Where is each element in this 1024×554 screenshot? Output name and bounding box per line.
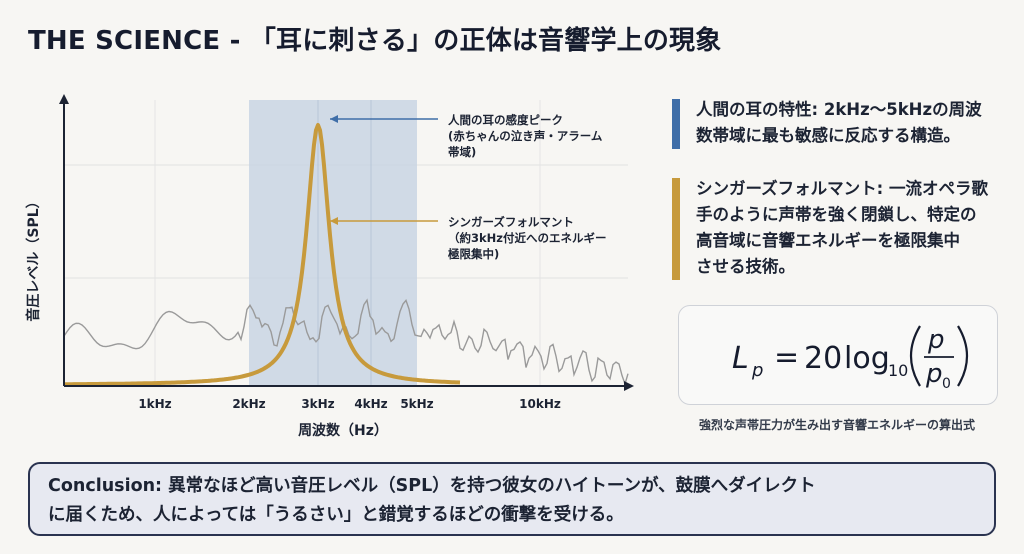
- formula-expression: L p = 20 log 10 p p 0: [732, 325, 968, 392]
- formula-lhs-sub: p: [751, 360, 763, 381]
- annotation-ear-peak-text: 人間の耳の感度ピーク (赤ちゃんの泣き声・アラーム帯域): [448, 113, 603, 159]
- x-axis-label: 周波数（Hz）: [298, 422, 388, 439]
- x-tick-label: 5kHz: [400, 397, 433, 411]
- annotation-line: 極限集中): [447, 247, 499, 261]
- annotation-line: 帯域): [448, 145, 476, 159]
- formula-denominator-sub: 0: [942, 376, 951, 392]
- annotation-line: (赤ちゃんの泣き声・アラーム: [448, 129, 603, 143]
- annotation-line: シンガーズフォルマント: [448, 215, 574, 229]
- note-formant-line: 高音域に音響エネルギーを極限集中: [696, 231, 960, 250]
- formula-log: log: [844, 341, 890, 376]
- conclusion-line: に届くため、人によっては「うるさい」と錯覚するほどの衝撃を受ける。: [48, 505, 624, 525]
- spl-formula: L p = 20 log 10 p p 0: [678, 305, 998, 405]
- formula-caption: 強烈な声帯圧力が生み出す音響エネルギーの算出式: [698, 418, 975, 432]
- note-formant-line: シンガーズフォルマント: 一流オペラ歌: [696, 179, 989, 198]
- x-tick-label: 3kHz: [301, 397, 334, 411]
- note-formant-line: させる技術。: [696, 257, 795, 276]
- formula-right-paren: [957, 325, 968, 387]
- y-axis-label: 音圧レベル（SPL）: [25, 194, 42, 321]
- annotation-line: （約3kHz付近へのエネルギー: [448, 231, 606, 245]
- x-tick-label: 10kHz: [519, 397, 561, 411]
- singers-formant-curve: [64, 123, 461, 387]
- formula-denominator: p: [925, 359, 943, 389]
- x-tick-label: 4kHz: [354, 397, 387, 411]
- note-ear-line: 数帯域に最も敏感に反応する構造。: [696, 126, 960, 145]
- band-grid: [317, 100, 372, 386]
- axes: [59, 94, 634, 391]
- note-formant-bar: [672, 178, 680, 280]
- x-tick-label: 2kHz: [232, 397, 265, 411]
- formula-left-paren: [910, 325, 921, 387]
- frequency-chart: 1kHz 2kHz 3kHz 4kHz 5kHz 10kHz 周波数（Hz） 音圧レベル（…: [25, 94, 634, 439]
- formula-numerator: p: [927, 325, 945, 355]
- note-formant-line: 手のように声帯を強く閉鎖し、特定の: [696, 205, 977, 224]
- formula-equals: =: [774, 340, 799, 375]
- note-ear-bar: [672, 99, 680, 149]
- note-singers-formant: シンガーズフォルマント: 一流オペラ歌 手のように声帯を強く閉鎖し、特定の 高音…: [672, 176, 1002, 280]
- x-tick-label: 1kHz: [138, 397, 171, 411]
- note-ear-characteristics: 人間の耳の特性: 2kHz〜5kHzの周波 数帯域に最も敏感に反応する構造。: [672, 97, 1002, 149]
- annotation-line: 人間の耳の感度ピーク: [448, 113, 563, 127]
- x-tick-labels: 1kHz 2kHz 3kHz 4kHz 5kHz 10kHz: [138, 397, 561, 411]
- sensitive-band: [249, 100, 417, 386]
- annotation-formant-text: シンガーズフォルマント （約3kHz付近へのエネルギー極限集中): [447, 215, 606, 261]
- note-ear-line: 人間の耳の特性: 2kHz〜5kHzの周波: [696, 100, 982, 119]
- formula-log-sub: 10: [888, 361, 908, 380]
- formula-lhs: L: [732, 341, 749, 376]
- conclusion-line: Conclusion: 異常なほど高い音圧レベル（SPL）を持つ彼女のハイトーン…: [48, 476, 816, 496]
- annotation-ear-peak: 人間の耳の感度ピーク (赤ちゃんの泣き声・アラーム帯域): [330, 113, 603, 159]
- conclusion-box: Conclusion: 異常なほど高い音圧レベル（SPL）を持つ彼女のハイトーン…: [28, 462, 996, 536]
- page-title: THE SCIENCE - 「耳に刺さる」の正体は音響学上の現象: [28, 26, 722, 56]
- formula-coef: 20: [804, 341, 842, 376]
- annotation-formant: シンガーズフォルマント （約3kHz付近へのエネルギー極限集中): [330, 215, 606, 261]
